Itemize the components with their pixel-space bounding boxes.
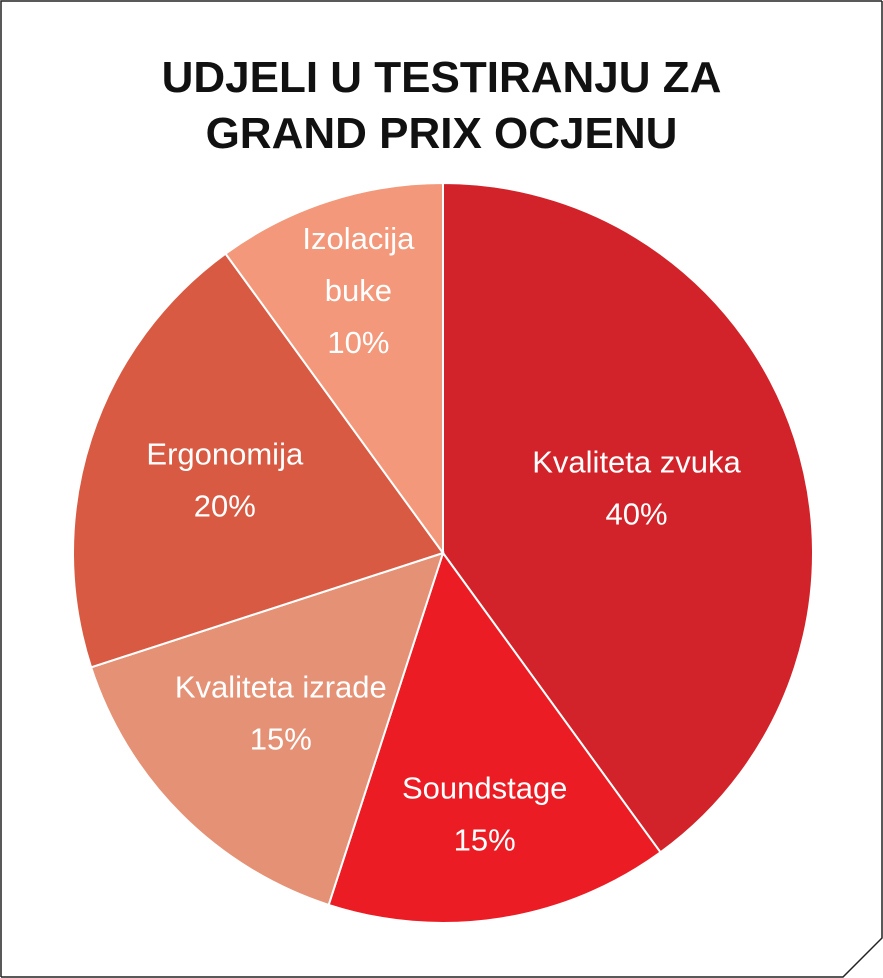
chart-title: UDJELI U TESTIRANJU ZA GRAND PRIX OCJENU <box>0 50 883 162</box>
chart-title-line-1: UDJELI U TESTIRANJU ZA <box>161 53 722 102</box>
slice-name-label: Ergonomija <box>146 436 304 471</box>
slice-label-izolacija-buke: Izolacija buke 10% <box>302 221 415 360</box>
slice-name-label: Izolacija <box>302 221 415 256</box>
slice-name-label: Soundstage <box>402 770 567 805</box>
slice-label-kvaliteta-izrade: Kvaliteta izrade 15% <box>175 669 387 756</box>
slice-value-label: 20% <box>194 488 256 523</box>
slice-value-label: 15% <box>454 822 516 857</box>
slice-label-ergonomija: Ergonomija 20% <box>146 436 304 523</box>
pie-slice-soundstage <box>327 550 662 924</box>
slice-name-label: buke <box>325 273 392 308</box>
slice-value-label: 40% <box>605 496 667 531</box>
slice-value-label: 15% <box>250 721 312 756</box>
chart-title-line-2: GRAND PRIX OCJENU <box>205 109 678 158</box>
pie-slice-ergonomija <box>72 252 445 669</box>
slice-value-label: 10% <box>327 325 389 360</box>
slice-name-label: Kvaliteta izrade <box>175 669 387 704</box>
slice-label-soundstage: Soundstage 15% <box>402 770 567 857</box>
pie-slice-kvaliteta-zvuka <box>442 181 814 854</box>
slice-name-label: Kvaliteta zvuka <box>532 444 741 479</box>
pie-slice-izolacija-buke <box>224 181 444 557</box>
pie-slice-kvaliteta-izrade <box>89 551 445 907</box>
slice-label-kvaliteta-zvuka: Kvaliteta zvuka 40% <box>532 444 741 531</box>
